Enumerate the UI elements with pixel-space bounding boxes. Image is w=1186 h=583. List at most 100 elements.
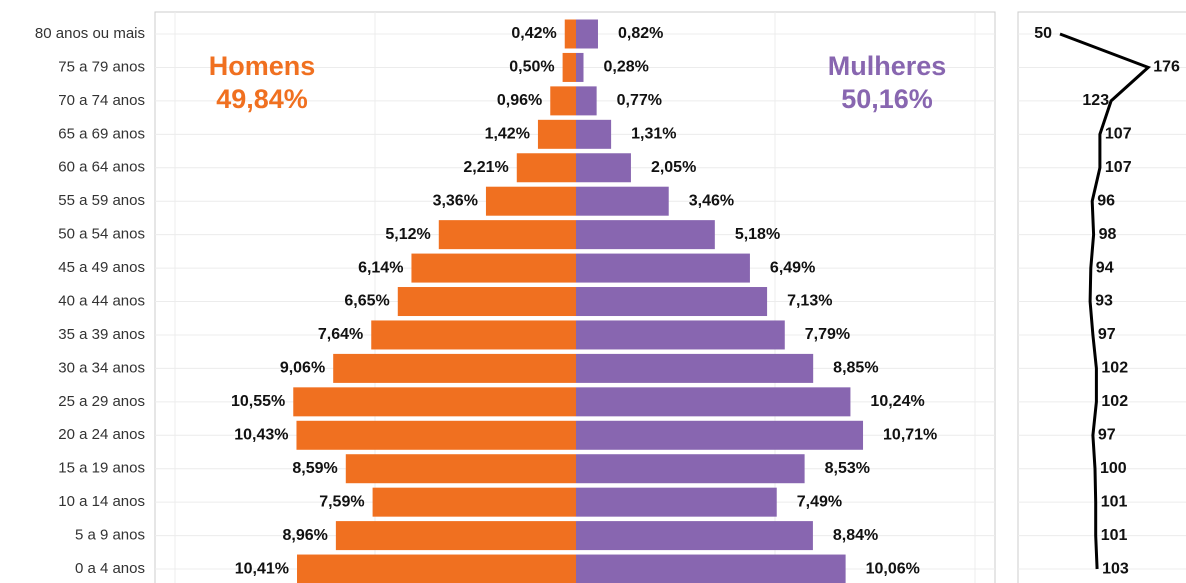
value-label: 6,14%	[358, 259, 403, 276]
value-label: 102	[1101, 393, 1128, 410]
bar	[576, 420, 864, 450]
bar	[576, 521, 813, 551]
value-label: 8,84%	[833, 527, 878, 544]
category-label: 75 a 79 anos	[58, 58, 145, 75]
value-label: 1,31%	[631, 126, 676, 143]
value-label: 8,59%	[292, 460, 337, 477]
category-label: 55 a 59 anos	[58, 192, 145, 209]
value-label: 7,59%	[319, 493, 364, 510]
value-label: 0,42%	[511, 25, 556, 42]
value-label: 0,28%	[604, 59, 649, 76]
bar	[576, 487, 777, 517]
value-label: 8,53%	[825, 460, 870, 477]
value-label: 10,71%	[883, 426, 937, 443]
value-label: 102	[1101, 360, 1128, 377]
value-label: 101	[1101, 527, 1128, 544]
value-label: 123	[1082, 92, 1109, 109]
category-label: 50 a 54 anos	[58, 226, 145, 243]
value-label: 0,77%	[617, 92, 662, 109]
value-label: 10,24%	[870, 393, 924, 410]
value-label: 107	[1105, 126, 1132, 143]
value-label: 0,50%	[509, 59, 554, 76]
bar	[576, 387, 851, 417]
bar	[550, 86, 576, 116]
value-label: 101	[1101, 493, 1128, 510]
bar	[335, 521, 576, 551]
value-label: 107	[1105, 159, 1132, 176]
value-label: 1,42%	[485, 126, 530, 143]
value-label: 7,79%	[805, 326, 850, 343]
value-label: 5,18%	[735, 226, 780, 243]
bar	[564, 19, 576, 49]
bar	[576, 320, 785, 350]
category-label: 45 a 49 anos	[58, 259, 145, 276]
legend-name: Homens	[209, 51, 316, 81]
bar	[576, 253, 750, 283]
value-label: 3,46%	[689, 192, 734, 209]
value-label: 94	[1096, 259, 1114, 276]
bar	[537, 119, 576, 149]
value-label: 50	[1034, 25, 1052, 42]
bar	[576, 19, 598, 49]
bar	[371, 320, 576, 350]
value-label: 97	[1098, 326, 1116, 343]
value-label: 176	[1153, 59, 1180, 76]
bar	[576, 153, 631, 183]
bar	[485, 186, 576, 216]
bar	[576, 220, 715, 250]
value-label: 6,49%	[770, 259, 815, 276]
category-label: 60 a 64 anos	[58, 159, 145, 176]
category-label: 35 a 39 anos	[58, 326, 145, 343]
bar	[516, 153, 576, 183]
value-label: 7,64%	[318, 326, 363, 343]
bar	[297, 554, 576, 583]
value-label: 7,49%	[797, 493, 842, 510]
value-label: 6,65%	[344, 293, 389, 310]
value-label: 7,13%	[787, 293, 832, 310]
bar	[296, 420, 576, 450]
category-label: 5 a 9 anos	[75, 527, 145, 544]
category-label: 30 a 34 anos	[58, 359, 145, 376]
value-label: 103	[1102, 560, 1129, 577]
category-label: 65 a 69 anos	[58, 125, 145, 142]
value-label: 98	[1099, 226, 1117, 243]
bar	[576, 186, 669, 216]
bar	[397, 287, 576, 317]
bar	[438, 220, 576, 250]
category-label: 25 a 29 anos	[58, 393, 145, 410]
category-label: 10 a 14 anos	[58, 493, 145, 510]
category-label: 80 anos ou mais	[35, 25, 145, 42]
value-label: 97	[1098, 426, 1116, 443]
category-label: 0 a 4 anos	[75, 560, 145, 577]
value-label: 8,85%	[833, 360, 878, 377]
bar	[576, 287, 768, 317]
bar	[576, 86, 597, 116]
bar	[576, 454, 805, 484]
category-label: 15 a 19 anos	[58, 460, 145, 477]
value-label: 10,43%	[234, 426, 288, 443]
value-label: 10,06%	[866, 560, 920, 577]
value-label: 9,06%	[280, 360, 325, 377]
bar	[293, 387, 576, 417]
bar	[333, 353, 576, 383]
bar	[411, 253, 576, 283]
value-label: 96	[1097, 192, 1115, 209]
bar	[576, 554, 846, 583]
value-label: 10,41%	[235, 560, 289, 577]
bar	[576, 353, 814, 383]
bar	[562, 52, 576, 82]
legend-name: Mulheres	[828, 51, 947, 81]
value-label: 10,55%	[231, 393, 285, 410]
value-label: 100	[1100, 460, 1127, 477]
value-label: 8,96%	[282, 527, 327, 544]
category-label: 20 a 24 anos	[58, 426, 145, 443]
category-label: 40 a 44 anos	[58, 292, 145, 309]
ratio-panel	[1017, 11, 1186, 583]
category-label: 70 a 74 anos	[58, 92, 145, 109]
bar	[372, 487, 576, 517]
value-label: 3,36%	[433, 192, 478, 209]
value-label: 0,82%	[618, 25, 663, 42]
value-label: 5,12%	[385, 226, 430, 243]
bar	[576, 52, 584, 82]
